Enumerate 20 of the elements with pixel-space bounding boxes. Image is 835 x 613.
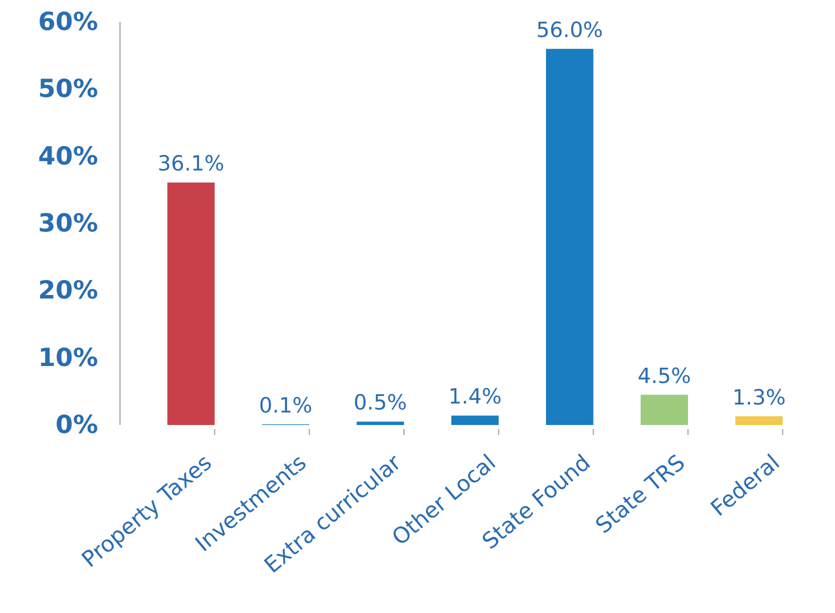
data-label: 1.3% xyxy=(732,385,786,410)
bar xyxy=(451,416,499,425)
y-tick-label: 60% xyxy=(38,7,98,36)
y-tick-label: 30% xyxy=(38,208,98,238)
y-tick-label: 0% xyxy=(56,410,98,439)
data-label: 0.5% xyxy=(354,390,408,415)
data-label: 4.5% xyxy=(638,364,692,388)
y-tick-label: 40% xyxy=(38,141,98,170)
y-tick-label: 50% xyxy=(38,74,98,104)
y-tick-label: 10% xyxy=(38,342,98,372)
bar xyxy=(640,394,688,425)
bar xyxy=(735,416,783,425)
data-label: 36.1% xyxy=(158,152,224,176)
bar xyxy=(167,182,215,425)
data-label: 0.1% xyxy=(258,393,312,418)
data-label: 56.0% xyxy=(536,18,604,42)
bar xyxy=(356,422,404,425)
y-tick-label: 20% xyxy=(38,276,98,305)
bar xyxy=(546,48,594,425)
data-label: 1.4% xyxy=(448,384,502,409)
